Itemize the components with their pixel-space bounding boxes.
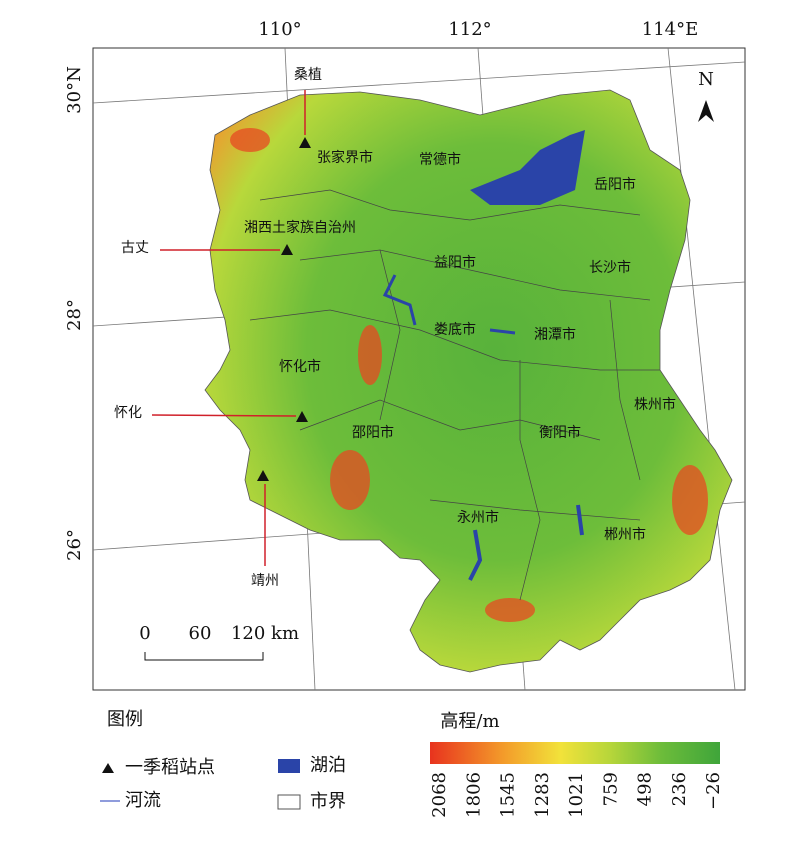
latitude-label: 30°N: [64, 66, 85, 114]
station-marker: [296, 411, 308, 422]
latitude-label: 28°: [64, 299, 85, 331]
colorbar-label: 1545: [498, 772, 519, 818]
city-label: 怀化市: [279, 358, 321, 375]
city-label: 湘潭市: [534, 326, 576, 343]
scale-label: 120 km: [231, 623, 299, 644]
city-label: 岳阳市: [594, 176, 636, 193]
legend-item: 一季稻站点: [125, 757, 215, 778]
station-label: 古丈: [121, 240, 149, 256]
legend-item: 市界: [310, 791, 346, 812]
legend-boundary-symbol: [277, 794, 301, 810]
elevation-title: 高程/m: [440, 711, 499, 732]
station-leader: [151, 414, 297, 417]
scale-label: 0: [139, 623, 150, 644]
north-label: N: [698, 69, 714, 90]
city-boundaries: [249, 189, 660, 601]
river: [468, 504, 584, 581]
legend-item: 河流: [125, 790, 161, 811]
scale-bar: [144, 652, 264, 661]
province: [204, 89, 733, 673]
colorbar-label: 1283: [532, 772, 553, 818]
longitude-label: 112°: [448, 19, 491, 40]
city-label: 湘西土家族自治州: [244, 219, 356, 236]
longitude-label: 110°: [258, 19, 301, 40]
legend-title: 图例: [107, 709, 143, 730]
lake: [470, 130, 585, 205]
station-label: 桑植: [294, 67, 322, 83]
city-label: 永州市: [457, 509, 499, 526]
colorbar-label: −26: [703, 772, 724, 810]
city-label: 邵阳市: [352, 424, 394, 441]
latitude-label: 26°: [64, 529, 85, 561]
city-label: 长沙市: [589, 259, 631, 276]
station-label: 怀化: [114, 405, 142, 421]
station-marker: [281, 244, 293, 255]
station-label: 靖州: [251, 573, 279, 589]
colorbar-label: 236: [669, 772, 690, 806]
highlands: [230, 128, 708, 622]
legend-lake-symbol: [278, 759, 300, 773]
city-label: 郴州市: [604, 526, 646, 543]
colorbar-label: 498: [635, 772, 656, 806]
city-label: 娄底市: [434, 321, 476, 338]
city-label: 衡阳市: [539, 424, 581, 441]
legend-item: 湖泊: [310, 755, 346, 776]
city-label: 常德市: [419, 151, 461, 168]
station-marker: [299, 137, 311, 148]
city-label: 张家界市: [317, 149, 373, 166]
colorbar-label: 1021: [566, 772, 587, 818]
colorbar-label: 1806: [463, 772, 484, 818]
north-arrow: [698, 100, 714, 122]
city-label: 益阳市: [434, 254, 476, 271]
colorbar-label: 759: [600, 772, 621, 806]
station-marker: [257, 470, 269, 481]
colorbar-label: 2068: [429, 772, 450, 818]
legend-station-symbol: [102, 763, 114, 773]
longitude-label: 114°E: [642, 19, 699, 40]
annotations: 110° 112° 114°E 30°N 28° 26° N 张家界市 常德市岳阳市湘西土家族自…: [64, 19, 724, 818]
scale-label: 60: [189, 623, 212, 644]
colorbar: [430, 742, 720, 764]
river: [382, 274, 516, 335]
city-label: 株州市: [634, 396, 676, 413]
